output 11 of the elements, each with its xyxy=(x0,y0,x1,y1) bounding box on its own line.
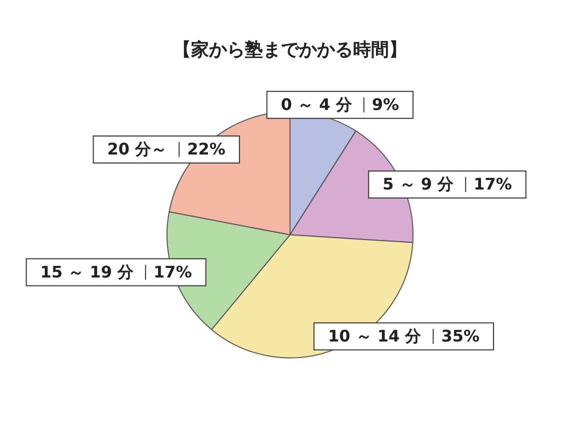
data-label: 17% xyxy=(154,262,192,282)
data-label: 35% xyxy=(441,326,480,346)
data-label: 22% xyxy=(187,140,226,159)
slice-label: 0 ～ 4 分 xyxy=(280,95,353,114)
chart-title: 【家から塾までかかる時間】 xyxy=(173,39,407,60)
slice-label: 20 分～ xyxy=(107,140,168,159)
slice-label: 5 ～ 9 分 xyxy=(382,174,455,194)
data-label: 9% xyxy=(372,95,400,114)
data-label: 17% xyxy=(474,174,512,194)
slice-label: 10 ～ 14 分 xyxy=(328,326,422,346)
slice-label: 15 ～ 19 分 xyxy=(40,262,135,282)
